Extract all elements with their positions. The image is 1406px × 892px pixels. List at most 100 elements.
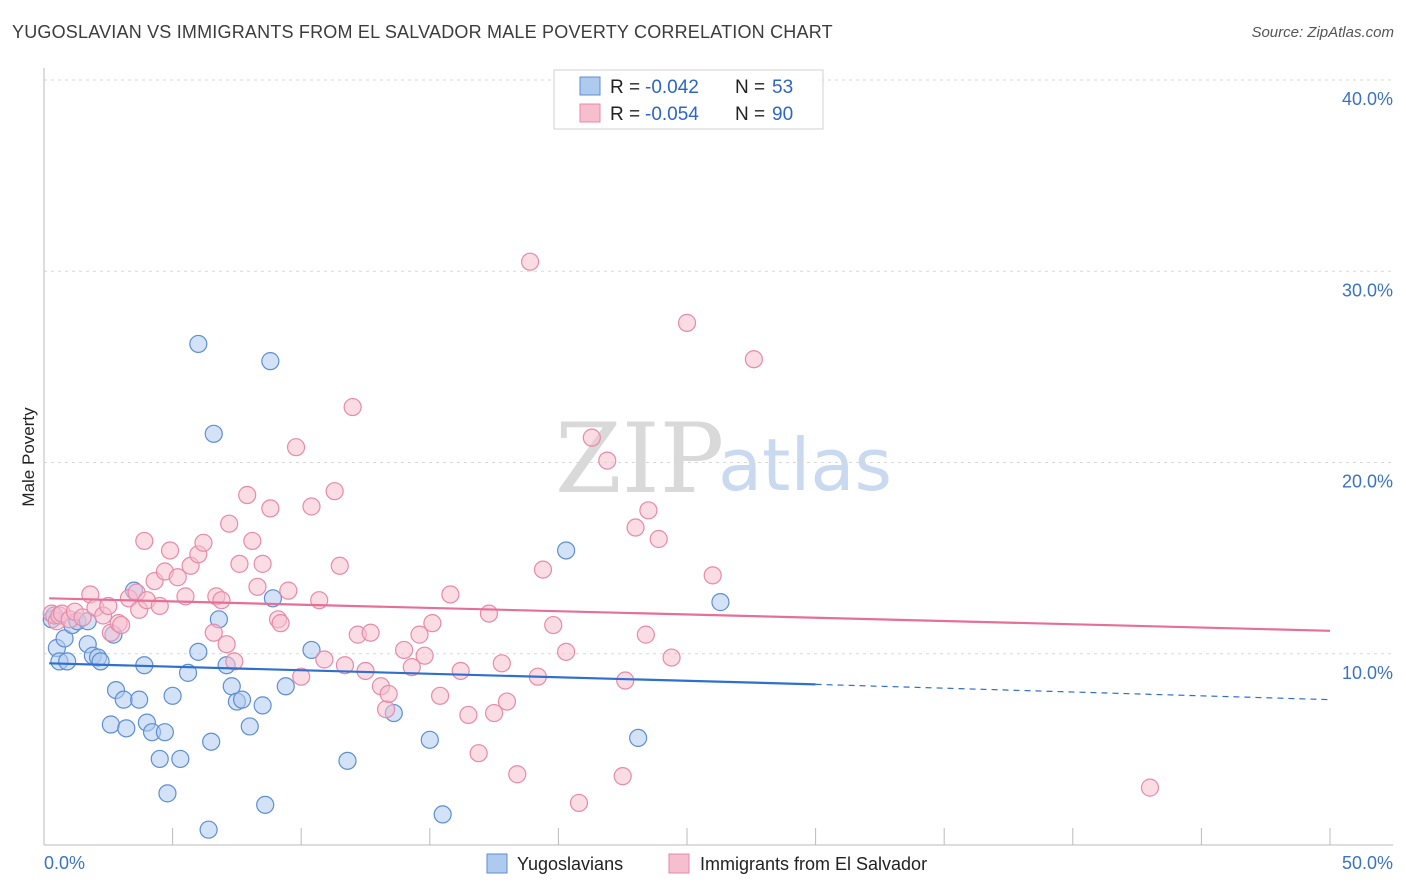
point-el-salvador xyxy=(677,313,697,332)
point-el-salvador xyxy=(194,533,213,552)
point-el-salvador xyxy=(225,652,244,671)
point-el-salvador xyxy=(99,596,118,616)
y-tick-labels: 10.0% 20.0% 30.0% 40.0% xyxy=(1342,89,1393,683)
chart-title: YUGOSLAVIAN VS IMMIGRANTS FROM EL SALVAD… xyxy=(12,22,833,42)
point-yugoslavian xyxy=(178,663,198,682)
point-el-salvador xyxy=(271,614,290,633)
point-el-salvador xyxy=(230,554,249,573)
point-el-salvador xyxy=(533,560,553,579)
point-el-salvador xyxy=(168,568,187,587)
point-yugoslavian xyxy=(163,686,182,705)
point-el-salvador xyxy=(485,703,504,723)
point-yugoslavian xyxy=(158,784,177,803)
point-yugoslavian xyxy=(91,652,110,671)
x-tick-label-max: 50.0% xyxy=(1342,853,1393,873)
point-yugoslavian xyxy=(256,795,275,814)
legend-swatch-pink xyxy=(579,103,601,123)
point-el-salvador xyxy=(616,671,635,690)
point-yugoslavian xyxy=(253,696,272,715)
axes xyxy=(43,68,1393,846)
point-yugoslavian xyxy=(130,690,149,709)
point-yugoslavian xyxy=(433,805,452,824)
trend-lines xyxy=(49,597,1331,701)
point-el-salvador xyxy=(492,654,511,673)
point-yugoslavian xyxy=(261,352,280,371)
legend-box: R = -0.042 N = 53 R = -0.054 N = 90 xyxy=(553,69,824,130)
point-el-salvador xyxy=(315,650,334,669)
point-el-salvador xyxy=(394,640,414,660)
legend-n-value-pink: 90 xyxy=(772,104,793,125)
source-label: Source: ZipAtlas.com xyxy=(1251,24,1394,41)
point-yugoslavian xyxy=(232,690,252,709)
point-el-salvador xyxy=(402,658,421,677)
point-el-salvador xyxy=(112,615,131,635)
point-el-salvador xyxy=(613,767,632,786)
point-el-salvador xyxy=(325,482,344,501)
point-el-salvador xyxy=(521,252,540,271)
point-el-salvador xyxy=(279,581,298,600)
point-el-salvador xyxy=(544,615,563,635)
point-el-salvador xyxy=(459,705,478,725)
point-yugoslavian xyxy=(101,715,120,734)
point-el-salvador xyxy=(636,625,655,644)
point-yugoslavian xyxy=(189,642,208,661)
legend-r-value-blue: -0.042 xyxy=(645,77,699,98)
point-yugoslavian xyxy=(240,717,259,736)
point-el-salvador xyxy=(212,591,231,610)
point-yugoslavian xyxy=(420,730,439,749)
y-tick-label-10: 10.0% xyxy=(1342,663,1393,683)
point-el-salvador xyxy=(286,438,306,457)
point-el-salvador xyxy=(253,554,272,573)
point-yugoslavian xyxy=(189,334,208,354)
point-el-salvador xyxy=(703,566,722,585)
point-el-salvador xyxy=(582,428,601,447)
point-el-salvador xyxy=(376,700,396,719)
point-el-salvador xyxy=(1140,778,1160,797)
point-el-salvador xyxy=(335,656,355,675)
legend-swatch-blue xyxy=(579,76,601,96)
trend-line-yugoslavians-extension xyxy=(815,683,1331,701)
point-el-salvador xyxy=(292,667,311,686)
point-el-salvador xyxy=(410,625,429,644)
point-yugoslavian xyxy=(117,719,136,738)
bottom-legend-swatch-blue xyxy=(486,853,508,874)
y-axis-label: Male Poverty xyxy=(19,407,38,507)
point-yugoslavian xyxy=(302,640,321,660)
point-el-salvador xyxy=(639,501,658,520)
point-el-salvador xyxy=(469,744,488,763)
point-el-salvador xyxy=(302,497,321,516)
point-el-salvador xyxy=(508,765,527,784)
legend-n-label-blue: N = xyxy=(735,77,765,98)
point-yugoslavian xyxy=(557,541,576,560)
trend-line-el-salvador xyxy=(49,597,1331,632)
point-el-salvador xyxy=(379,684,398,704)
point-el-salvador xyxy=(330,556,349,575)
point-el-salvador xyxy=(361,623,380,642)
trend-line-yugoslavians xyxy=(49,662,816,686)
point-el-salvador xyxy=(557,642,576,661)
watermark-zip: ZIP xyxy=(555,403,724,515)
point-yugoslavian xyxy=(58,652,77,671)
x-tick-label-min: 0.0% xyxy=(44,853,85,873)
bottom-legend-label-blue: Yugoslavians xyxy=(517,854,623,874)
point-el-salvador xyxy=(415,646,434,665)
point-el-salvador xyxy=(479,604,499,623)
point-el-salvador xyxy=(423,614,442,633)
point-el-salvador xyxy=(261,499,280,518)
point-el-salvador xyxy=(744,350,763,369)
point-yugoslavian xyxy=(263,589,283,608)
point-el-salvador xyxy=(243,531,262,551)
point-el-salvador xyxy=(220,514,239,533)
point-el-salvador xyxy=(343,397,362,417)
legend-r-label-pink: R = xyxy=(610,104,640,125)
point-el-salvador xyxy=(248,577,267,596)
point-el-salvador xyxy=(441,585,460,604)
point-el-salvador xyxy=(135,531,154,551)
point-yugoslavian xyxy=(150,749,169,769)
legend-n-label-pink: N = xyxy=(735,104,765,125)
point-yugoslavian xyxy=(199,820,218,839)
point-el-salvador xyxy=(238,485,257,505)
bottom-legend-swatch-pink xyxy=(668,853,690,874)
bottom-legend: Yugoslavians Immigrants from El Salvador xyxy=(486,853,927,874)
